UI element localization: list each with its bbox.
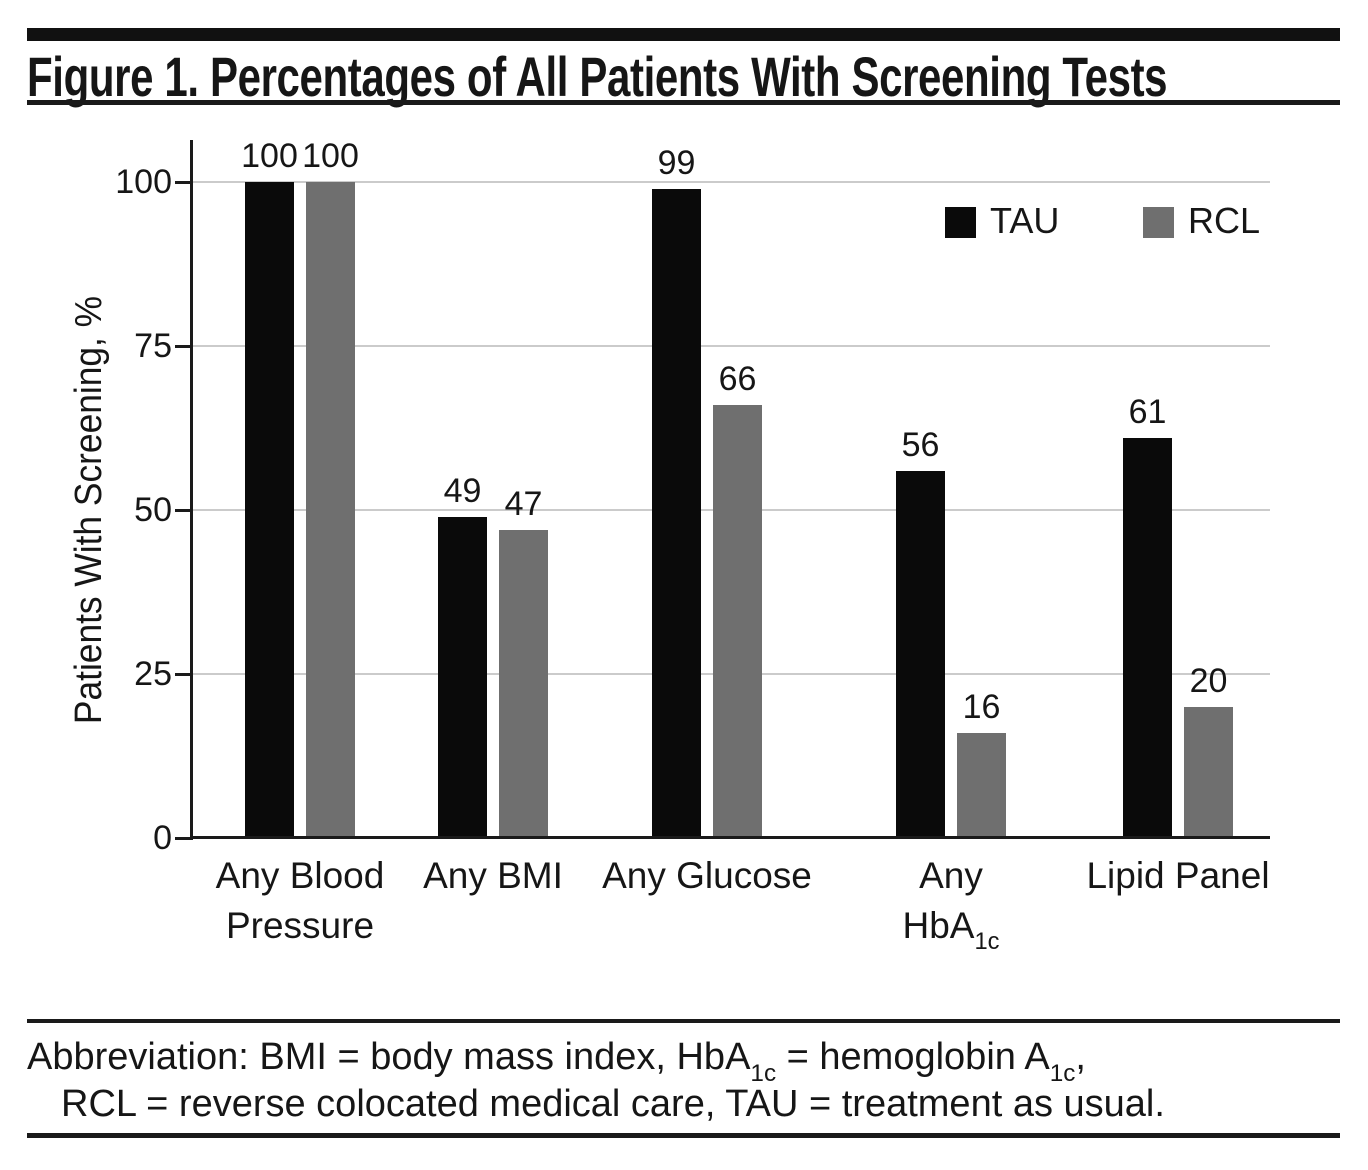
- x-label-line: Lipid Panel: [1086, 855, 1270, 896]
- y-tick-0: [175, 837, 193, 840]
- x-label-line: Pressure: [225, 905, 375, 946]
- x-label-any-blood-pressure: Any Blood Pressure: [160, 851, 440, 951]
- legend-label-rcl: RCL: [1188, 200, 1261, 241]
- x-label-line: Any Glucose: [602, 855, 812, 896]
- value-label-tau-any-blood-pressure: 100: [241, 137, 298, 175]
- bar-tau-any-hba1c: [896, 470, 945, 838]
- x-label-line: HbA1c: [902, 905, 1000, 956]
- title-rule: [27, 100, 1340, 105]
- y-tick-label-75: 75: [134, 327, 172, 365]
- gridline-75: [190, 345, 1270, 347]
- y-tick-label-50: 50: [134, 491, 172, 529]
- footnote-rule-top: [27, 1019, 1340, 1023]
- value-label-rcl-any-hba1c: 16: [962, 688, 1001, 727]
- legend-label-tau: TAU: [990, 200, 1060, 241]
- subscript-1c: 1c: [1049, 1059, 1076, 1087]
- figure-title: Figure 1. Percentages of All Patients Wi…: [27, 45, 1168, 108]
- value-label-rcl-any-glucose: 66: [718, 360, 757, 399]
- y-tick-25: [175, 673, 193, 676]
- value-label-tau-lipid-panel: 61: [1128, 392, 1167, 431]
- footnote-rule-bottom: [27, 1133, 1340, 1138]
- value-label-tau-any-bmi: 49: [443, 471, 482, 510]
- gridline-100: [190, 181, 1270, 183]
- value-label-tau-any-hba1c: 56: [901, 425, 940, 464]
- bar-rcl-any-glucose: [713, 405, 762, 838]
- x-label-line: Any: [919, 855, 983, 896]
- value-label-tau-any-glucose: 99: [657, 143, 696, 182]
- bar-rcl-any-bmi: [499, 529, 548, 838]
- y-tick-label-25: 25: [134, 655, 172, 693]
- value-label-rcl-any-bmi: 47: [504, 484, 543, 523]
- y-tick-50: [175, 509, 193, 512]
- top-rule: [27, 28, 1340, 41]
- abbreviation-note: Abbreviation: BMI = body mass index, HbA…: [27, 1034, 1347, 1128]
- bar-rcl-any-hba1c: [957, 733, 1006, 838]
- bar-rcl-any-blood-pressure: [306, 182, 355, 838]
- x-label-any-hba1c: Any HbA1c: [811, 851, 1091, 956]
- x-label-lipid-panel: Lipid Panel: [1038, 851, 1318, 901]
- abbreviation-note-line-1: Abbreviation: BMI = body mass index, HbA…: [27, 1036, 1086, 1087]
- x-label-line: Any BMI: [423, 855, 563, 896]
- legend-swatch-tau: [945, 207, 976, 238]
- y-tick-label-0: 0: [153, 819, 172, 857]
- x-label-any-glucose: Any Glucose: [567, 851, 847, 901]
- subscript-1c: 1c: [974, 929, 1000, 956]
- y-tick-label-100: 100: [115, 163, 172, 201]
- x-label-any-bmi: Any BMI: [353, 851, 633, 901]
- bar-tau-any-blood-pressure: [245, 182, 294, 838]
- bar-tau-any-bmi: [438, 516, 487, 838]
- subscript-1c: 1c: [750, 1059, 777, 1087]
- legend-swatch-rcl: [1143, 207, 1174, 238]
- x-axis-line: [190, 836, 1270, 839]
- abbreviation-note-line-2: RCL = reverse colocated medical care, TA…: [61, 1083, 1165, 1125]
- y-tick-75: [175, 345, 193, 348]
- bar-tau-any-glucose: [652, 188, 701, 838]
- y-axis-line: [190, 140, 193, 840]
- bar-rcl-lipid-panel: [1184, 706, 1233, 838]
- value-label-rcl-any-blood-pressure: 100: [302, 137, 359, 175]
- x-label-line: Any Blood: [215, 855, 385, 896]
- bar-tau-lipid-panel: [1123, 437, 1172, 838]
- value-label-rcl-lipid-panel: 20: [1189, 661, 1228, 700]
- y-tick-100: [175, 181, 193, 184]
